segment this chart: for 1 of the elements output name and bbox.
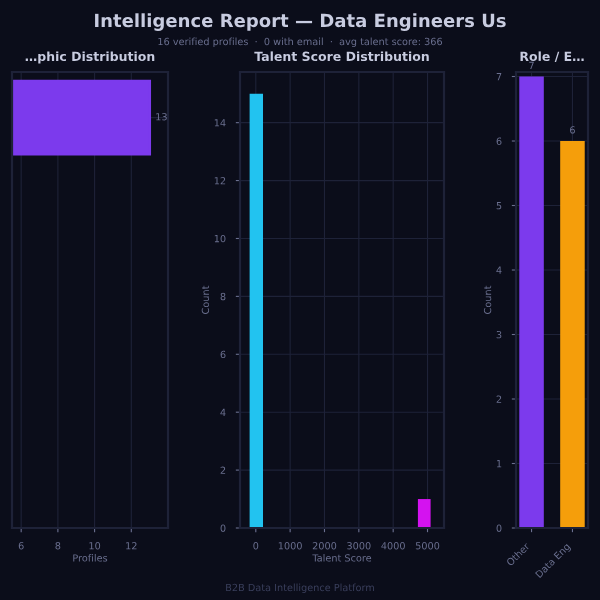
text: Intelligence Report — Data Engineers Us [95, 13, 506, 31]
